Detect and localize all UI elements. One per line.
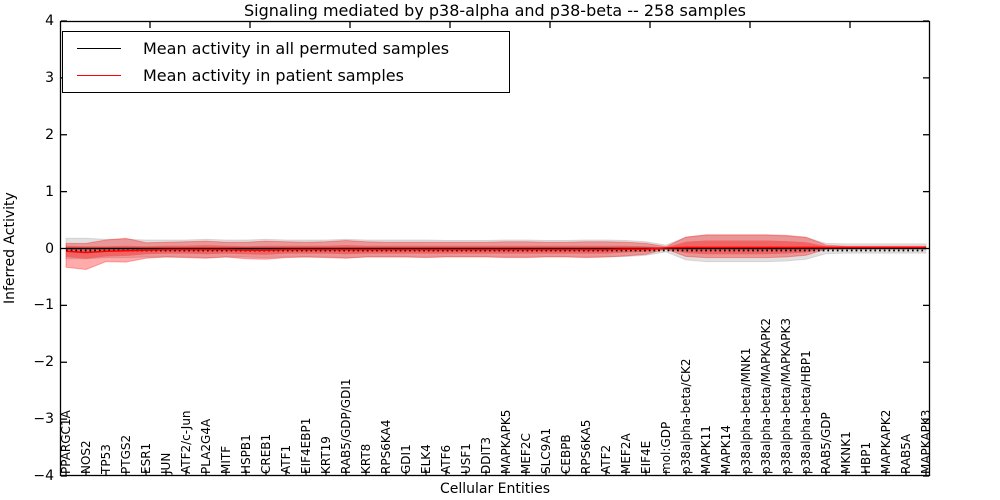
x-tick-label: MEF2A [619,433,633,474]
x-tick-label: MAPK11 [699,425,713,474]
x-tick-label: EIF4E [639,440,653,474]
x-tick-label: RAB5/GDP/GDI1 [339,378,353,474]
x-tick-label: CREB1 [259,433,273,474]
legend-label: Mean activity in patient samples [143,65,404,85]
x-tick-label: MAPKAPK5 [499,409,513,474]
x-tick-label: USF1 [459,443,473,474]
x-tick-label: RPS6KA5 [579,419,593,474]
x-tick-label: DDIT3 [479,437,493,474]
x-tick-label: mol:GDP [659,421,673,474]
x-tick-label: HBP1 [859,441,873,474]
legend-entry-permuted: Mean activity in all permuted samples [63,39,509,58]
patient-mean-line [65,246,926,254]
x-tick-label: KRT8 [359,443,373,474]
x-axis-label: Cellular Entities [439,481,551,497]
x-tick-label: ELK4 [419,444,433,474]
y-tick-label: 1 [45,183,54,200]
y-tick-label: −2 [33,354,54,371]
x-tick-label: PLA2G4A [199,418,213,474]
x-tick-label: TP53 [99,444,113,474]
x-tick-label: ESR1 [139,442,153,474]
x-tick-label: p38alpha-beta/MAPKAPK3 [779,318,793,474]
x-tick-label: EIF4EBP1 [299,417,313,474]
x-tick-label: p38alpha-beta/CK2 [679,358,693,474]
y-tick-label: 3 [45,69,54,86]
x-tick-label: GDI1 [399,444,413,474]
x-tick-label: MEF2C [519,433,533,474]
legend-line-black [77,48,121,50]
legend: Mean activity in all permuted samples Me… [62,31,510,93]
x-tick-label: RAB5/GDP [819,412,833,474]
x-tick-label: MKNK1 [839,431,853,474]
y-tick-label: −1 [33,297,54,314]
x-tick-label: NOS2 [79,440,93,474]
y-tick-label: 4 [45,13,54,29]
x-tick-label: p38alpha-beta/HBP1 [799,350,813,474]
x-tick-label: PTGS2 [119,434,133,474]
x-tick-label: HSPB1 [239,434,253,474]
x-tick-label: CEBPB [559,434,573,474]
y-tick-label: 2 [45,126,54,143]
x-tick-label: MITF [219,445,233,474]
x-tick-label: PPARGC1A [59,410,73,474]
y-tick-label: −3 [33,411,54,428]
chart-title: Signaling mediated by p38-alpha and p38-… [243,1,746,20]
x-tick-label: MAPKAPK3 [919,409,933,474]
x-tick-label: p38alpha-beta/MNK1 [739,347,753,474]
legend-line-red [77,74,121,76]
x-tick-label: KRT19 [319,436,333,474]
x-tick-label: MAPKAPK2 [879,409,893,474]
legend-entry-patient: Mean activity in patient samples [63,66,509,85]
axes-frame [59,20,931,477]
legend-label: Mean activity in all permuted samples [143,39,450,59]
x-tick-label: ATF2/c-Jun [179,410,193,474]
x-tick-label: ATF1 [279,444,293,474]
y-tick-label: −4 [33,468,54,484]
x-tick-label: MAPK14 [719,425,733,474]
x-tick-label: ATF2 [599,444,613,474]
x-tick-label: RPS6KA4 [379,419,393,474]
x-tick-label: p38alpha-beta/MAPKAPK2 [759,318,773,474]
x-tick-label: SLC9A1 [539,427,553,474]
x-tick-label: RAB5A [899,433,913,474]
x-tick-label: JUN [159,452,173,474]
x-tick-label: ATF6 [439,444,453,474]
y-tick-label: 0 [45,240,54,257]
